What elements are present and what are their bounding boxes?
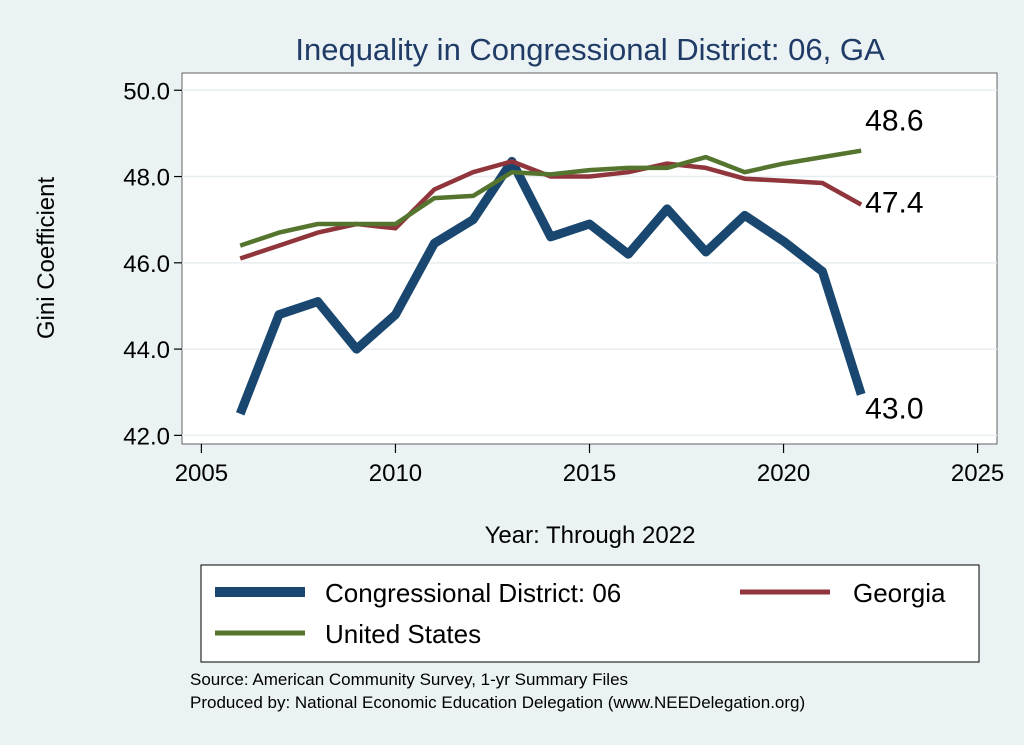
y-tick-label: 48.0 [123, 165, 170, 192]
x-tick-label: 2005 [175, 460, 228, 487]
legend-box [200, 564, 980, 663]
series-line-us [239, 148, 862, 248]
y-tick-label: 42.0 [123, 423, 170, 450]
source-line-2: Produced by: National Economic Education… [190, 693, 805, 712]
end-label-georgia: 47.4 [865, 187, 923, 220]
chart-title: Inequality in Congressional District: 06… [295, 32, 885, 67]
y-tick-label: 46.0 [123, 251, 170, 278]
legend-label-us: United States [325, 619, 481, 649]
y-tick-label: 44.0 [123, 337, 170, 364]
series-line-district [236, 156, 866, 416]
y-axis-title: Gini Coefficient [33, 177, 60, 340]
source-line-1: Source: American Community Survey, 1-yr … [190, 670, 628, 689]
axes: 42.0 44.0 46.0 48.0 50.0 2005 2010 2015 2020 2025 [123, 78, 1004, 487]
x-tick-label: 2025 [951, 460, 1004, 487]
x-axis-title: Year: Through 2022 [485, 522, 696, 549]
legend: Congressional District: 06 Georgia Unite… [200, 564, 980, 663]
x-tick-label: 2020 [757, 460, 810, 487]
x-tick-label: 2015 [563, 460, 616, 487]
gridlines [182, 89, 997, 437]
end-label-us: 48.6 [865, 105, 923, 138]
y-tick-label: 50.0 [123, 78, 170, 105]
x-tick-label: 2010 [369, 460, 422, 487]
end-labels: 43.0 47.4 48.6 [865, 105, 923, 426]
series-layer [236, 148, 866, 416]
end-label-district: 43.0 [865, 392, 923, 425]
legend-label-georgia: Georgia [853, 578, 946, 608]
legend-label-district: Congressional District: 06 [325, 578, 621, 608]
